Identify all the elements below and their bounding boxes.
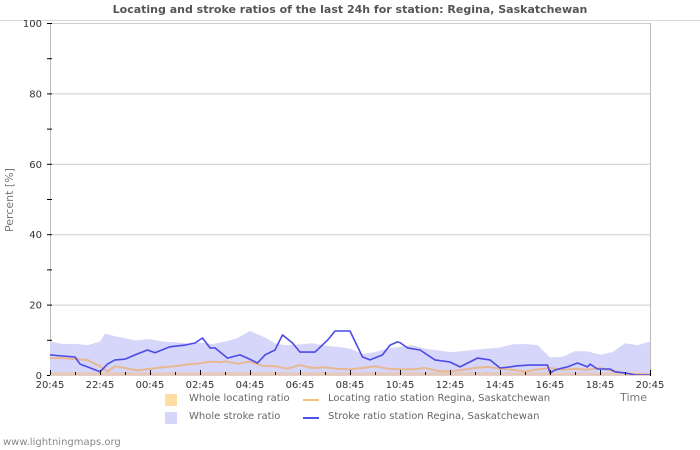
y-tick-label: 40 — [29, 230, 42, 241]
x-tick-label: 12:45 — [436, 380, 465, 391]
title-divider — [0, 20, 700, 21]
x-tick-label: 22:45 — [86, 380, 115, 391]
x-tick-label: 02:45 — [186, 380, 215, 391]
x-tick-label: 04:45 — [236, 380, 265, 391]
y-tick-label: 100 — [23, 19, 42, 30]
x-tick-label: 00:45 — [136, 380, 165, 391]
stroke-station-line — [49, 330, 650, 376]
x-tick-label: 10:45 — [386, 380, 415, 391]
x-tick-label: 08:45 — [336, 380, 365, 391]
x-tick-label: 20:45 — [636, 380, 665, 391]
x-tick-label: 14:45 — [486, 380, 515, 391]
y-tick-label: 0 — [36, 371, 42, 382]
x-tick-label: 18:45 — [586, 380, 615, 391]
y-tick-label: 80 — [29, 89, 42, 100]
x-tick-label: 16:45 — [536, 380, 565, 391]
x-tick-label: 06:45 — [286, 380, 315, 391]
legend-label: Whole locating ratio — [189, 393, 290, 404]
legend-label: Locating ratio station Regina, Saskatche… — [328, 393, 551, 404]
chart-title: Locating and stroke ratios of the last 2… — [112, 3, 588, 16]
x-axis-title: Time — [619, 391, 647, 404]
legend-label: Whole stroke ratio — [189, 411, 281, 422]
stroke-station-line-icon — [303, 417, 319, 419]
legend-label: Stroke ratio station Regina, Saskatchewa… — [328, 411, 540, 422]
whole-locating-swatch-icon — [165, 394, 177, 406]
whole-stroke-swatch-icon — [165, 412, 177, 424]
locating-station-line — [50, 357, 651, 376]
y-axis-title: Percent [%] — [3, 168, 16, 232]
x-tick-label: 20:45 — [36, 380, 65, 391]
y-tick-label: 60 — [29, 160, 42, 171]
footer-credit: www.lightningmaps.org — [3, 437, 121, 448]
locating-station-line-icon — [303, 399, 319, 401]
y-tick-label: 20 — [29, 301, 42, 312]
